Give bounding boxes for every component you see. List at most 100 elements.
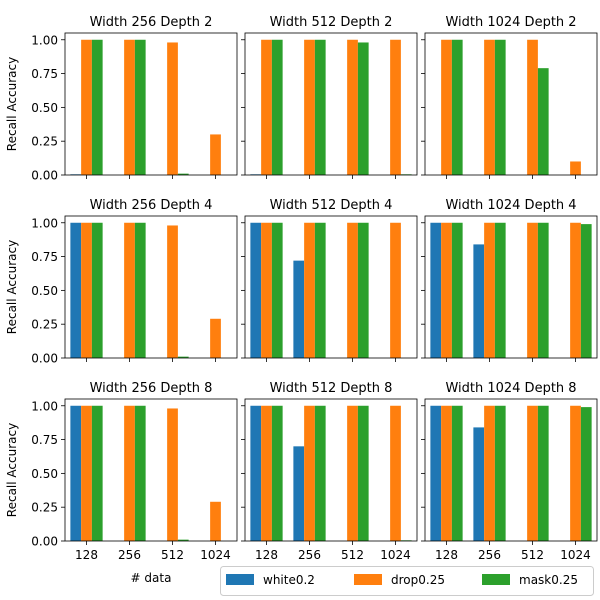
bar-drop0-25-1024 (390, 39, 401, 176)
legend-swatch-white0-2 (226, 574, 254, 585)
y-tick-label: 0.25 (31, 318, 58, 332)
bar-mask0-25-128 (451, 39, 463, 176)
panel-width-256-depth-2: Width 256 Depth 2 0.00 0.25 0.50 0.75 1.00 Rec… (5, 15, 238, 183)
bar-drop0-25-512 (167, 225, 178, 358)
y-tick-label: 0.75 (31, 250, 58, 264)
bar-mask0-25-128 (271, 405, 283, 541)
bar-white0-2-256 (293, 260, 305, 358)
y-tick-label: 0.50 (31, 467, 58, 481)
bar-drop0-25-128 (441, 222, 452, 358)
y-tick-label: 0.50 (31, 284, 58, 298)
legend-box (220, 566, 594, 596)
x-tick-label: 256 (118, 548, 141, 562)
x-tick-label: 256 (298, 548, 321, 562)
bar-mask0-25-256 (134, 39, 146, 176)
panel-frame (64, 32, 238, 176)
bar-drop0-25-512 (347, 222, 358, 358)
bar-mask0-25-512 (177, 356, 189, 358)
bar-drop0-25-1024 (570, 405, 581, 541)
legend-label-white0-2: white0.2 (263, 573, 315, 587)
bar-drop0-25-1024 (570, 161, 581, 175)
bar-mask0-25-128 (271, 39, 283, 176)
x-tick-label: 128 (435, 548, 458, 562)
y-tick-label: 0.25 (31, 501, 58, 515)
bar-drop0-25-128 (261, 39, 272, 176)
panel-frame (244, 215, 418, 359)
bar-drop0-25-256 (124, 39, 135, 176)
bar-white0-2-128 (250, 405, 262, 541)
bar-white0-2-128 (70, 222, 82, 358)
y-axis-label: Recall Accuracy (5, 423, 19, 517)
bar-drop0-25-1024 (390, 222, 401, 358)
panel-title: Width 256 Depth 8 (90, 381, 213, 396)
panel-title: Width 256 Depth 4 (90, 198, 213, 213)
panel-title: Width 1024 Depth 4 (445, 198, 576, 213)
y-tick-label: 0.25 (31, 135, 58, 149)
bar-drop0-25-256 (484, 222, 495, 358)
panel-width-1024-depth-8: Width 1024 Depth 8 128 256 512 1024 (421, 381, 598, 562)
bar-white0-2-128 (70, 405, 82, 541)
x-tick-label: 256 (478, 548, 501, 562)
legend-label-mask0-25: mask0.25 (519, 573, 578, 587)
panel-frame (64, 215, 238, 359)
panel-frame (244, 32, 418, 176)
panel-title: Width 1024 Depth 8 (445, 381, 576, 396)
y-tick-label: 1.00 (31, 216, 58, 230)
bar-drop0-25-128 (441, 39, 452, 176)
bar-drop0-25-1024 (390, 405, 401, 541)
panel-width-512-depth-8: Width 512 Depth 8 128 256 512 1024 (241, 381, 418, 562)
panel-frame (64, 398, 238, 542)
bar-white0-2-256 (473, 244, 485, 358)
panel-width-256-depth-8: Width 256 Depth 8 0.00 0.25 0.50 0.75 1.00 128… (5, 381, 238, 562)
bar-drop0-25-256 (304, 39, 315, 176)
x-tick-label: 1024 (380, 548, 411, 562)
panel-frame (424, 215, 598, 359)
panel-frame (424, 398, 598, 542)
x-tick-label: 1024 (200, 548, 231, 562)
y-tick-label: 0.00 (31, 352, 58, 366)
y-tick-label: 1.00 (31, 399, 58, 413)
bar-mask0-25-256 (314, 39, 326, 176)
bar-drop0-25-256 (304, 222, 315, 358)
bar-mask0-25-512 (357, 42, 369, 175)
bar-white0-2-128 (430, 405, 442, 541)
bar-mask0-25-128 (451, 222, 463, 358)
x-axis-label: # data (131, 571, 172, 585)
bar-white0-2-128 (250, 222, 262, 358)
bar-drop0-25-256 (124, 405, 135, 541)
panel-title: Width 512 Depth 4 (270, 198, 393, 213)
bar-mask0-25-256 (494, 405, 506, 541)
bar-mask0-25-128 (451, 405, 463, 541)
bar-mask0-25-128 (91, 222, 103, 358)
bar-mask0-25-512 (357, 405, 369, 541)
y-tick-label: 0.75 (31, 433, 58, 447)
legend-swatch-drop0-25 (354, 574, 382, 585)
panel-title: Width 512 Depth 2 (270, 15, 393, 30)
bar-drop0-25-512 (527, 222, 538, 358)
x-tick-label: 512 (521, 548, 544, 562)
legend: white0.2 drop0.25 mask0.25 (220, 566, 594, 596)
y-tick-label: 0.00 (31, 169, 58, 183)
bar-white0-2-256 (473, 427, 485, 541)
bar-drop0-25-128 (261, 222, 272, 358)
bar-drop0-25-128 (261, 405, 272, 541)
panel-width-1024-depth-4: Width 1024 Depth 4 (421, 198, 598, 362)
bar-drop0-25-128 (441, 405, 452, 541)
bar-drop0-25-256 (304, 405, 315, 541)
panel-frame (424, 32, 598, 176)
panel-title: Width 512 Depth 8 (270, 381, 393, 396)
bar-mask0-25-512 (177, 539, 189, 541)
x-tick-label: 1024 (560, 548, 591, 562)
x-tick-label: 128 (255, 548, 278, 562)
x-tick-label: 512 (341, 548, 364, 562)
bar-white0-2-128 (430, 222, 442, 358)
bar-white0-2-256 (293, 446, 305, 541)
bar-drop0-25-128 (81, 39, 92, 176)
bar-mask0-25-512 (357, 222, 369, 358)
bar-drop0-25-1024 (210, 318, 221, 358)
x-tick-label: 512 (161, 548, 184, 562)
bar-drop0-25-512 (527, 39, 538, 176)
bar-drop0-25-256 (484, 39, 495, 176)
bar-drop0-25-512 (167, 408, 178, 541)
